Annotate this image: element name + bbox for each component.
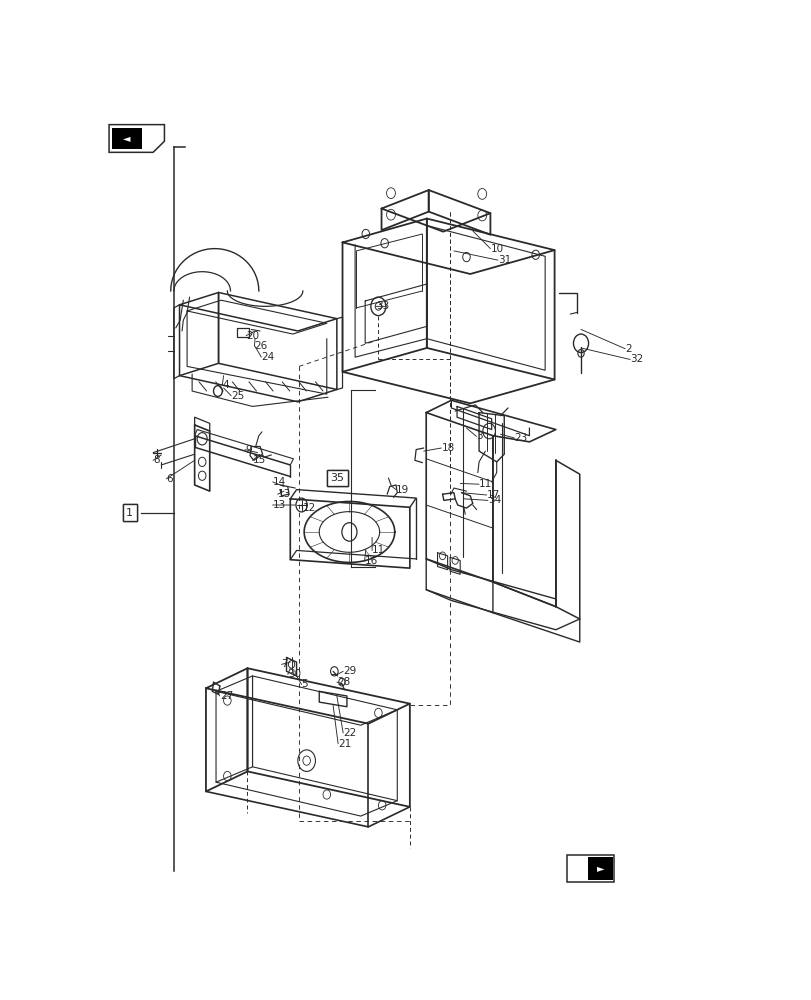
Text: 2: 2 [624,344,631,354]
Text: 15: 15 [252,455,265,465]
Text: 1: 1 [127,508,133,518]
Text: 8: 8 [153,455,160,465]
Text: 35: 35 [330,473,344,483]
Text: 18: 18 [441,443,454,453]
Text: 3: 3 [476,431,483,441]
Text: 11: 11 [478,479,491,489]
Bar [111,128,142,149]
Text: 24: 24 [261,352,274,362]
Text: 22: 22 [343,728,356,738]
Polygon shape [109,125,164,152]
Text: 12: 12 [303,503,315,513]
Text: 30: 30 [287,669,301,679]
Text: 13: 13 [272,500,285,510]
Text: 34: 34 [487,495,500,505]
Bar [566,855,614,882]
Bar [587,857,612,880]
Text: 26: 26 [254,341,268,351]
Text: 6: 6 [166,474,173,484]
Text: 27: 27 [220,691,233,701]
Text: 29: 29 [343,666,356,676]
Text: 32: 32 [629,354,642,364]
Text: 7: 7 [281,659,288,669]
Text: 14: 14 [272,477,285,487]
Text: 21: 21 [337,739,351,749]
Text: 1: 1 [127,508,133,518]
Text: ◄: ◄ [123,133,131,143]
Text: 11: 11 [371,545,385,555]
Text: 10: 10 [490,244,503,254]
Text: 19: 19 [396,485,409,495]
Text: 20: 20 [246,331,259,341]
Text: 25: 25 [231,391,244,401]
Text: 9: 9 [245,445,251,455]
Text: 35: 35 [330,473,344,483]
Text: 4: 4 [222,380,229,390]
Text: 13: 13 [277,489,290,499]
Text: 33: 33 [375,301,388,311]
Text: 23: 23 [513,433,527,443]
Text: 28: 28 [337,677,350,687]
Text: ►: ► [596,863,603,873]
Text: 5: 5 [301,679,308,689]
Text: 31: 31 [497,255,511,265]
Text: 17: 17 [486,490,500,500]
Text: 16: 16 [364,556,377,566]
